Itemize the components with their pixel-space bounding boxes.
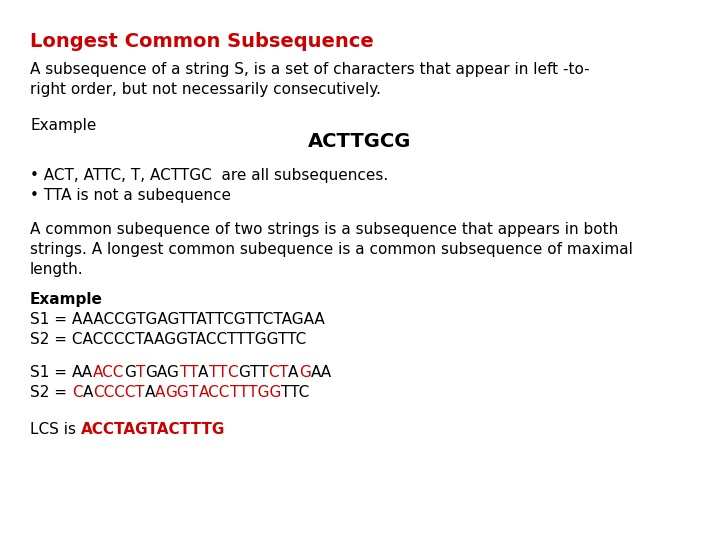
- Text: TTC: TTC: [282, 385, 310, 400]
- Text: G: G: [238, 365, 250, 380]
- Text: T: T: [189, 385, 199, 400]
- Text: A: A: [198, 365, 209, 380]
- Text: A common subequence of two strings is a subsequence that appears in both: A common subequence of two strings is a …: [30, 222, 618, 237]
- Text: T: T: [218, 365, 228, 380]
- Text: S2 = CACCCCTAAGGTACCTTTGGTTC: S2 = CACCCCTAAGGTACCTTTGGTTC: [30, 332, 306, 347]
- Text: ACC: ACC: [199, 385, 230, 400]
- Text: GG: GG: [166, 385, 189, 400]
- Text: S1 = AAACCGTGAGTTATTCGTTCTAGAA: S1 = AAACCGTGAGTTATTCGTTCTAGAA: [30, 312, 325, 327]
- Text: A: A: [155, 385, 166, 400]
- Text: TTTGG: TTTGG: [230, 385, 282, 400]
- Text: S2 =: S2 =: [30, 385, 72, 400]
- Text: S1 =: S1 =: [30, 365, 72, 380]
- Text: • TTA is not a subequence: • TTA is not a subequence: [30, 188, 231, 203]
- Text: Longest Common Subsequence: Longest Common Subsequence: [30, 32, 374, 51]
- Text: A: A: [289, 365, 299, 380]
- Text: TT: TT: [250, 365, 269, 380]
- Text: GAG: GAG: [145, 365, 179, 380]
- Text: ACTTGCG: ACTTGCG: [308, 132, 412, 151]
- Text: T: T: [279, 365, 289, 380]
- Text: ACCTAGTACTTTG: ACCTAGTACTTTG: [81, 422, 225, 437]
- Text: length.: length.: [30, 262, 84, 277]
- Text: A: A: [145, 385, 155, 400]
- Text: right order, but not necessarily consecutively.: right order, but not necessarily consecu…: [30, 82, 381, 97]
- Text: T: T: [179, 365, 189, 380]
- Text: C: C: [228, 365, 238, 380]
- Text: G: G: [299, 365, 310, 380]
- Text: AA: AA: [310, 365, 332, 380]
- Text: T: T: [189, 365, 198, 380]
- Text: AA: AA: [72, 365, 93, 380]
- Text: C: C: [72, 385, 83, 400]
- Text: ACC: ACC: [93, 365, 125, 380]
- Text: CCCC: CCCC: [93, 385, 135, 400]
- Text: G: G: [125, 365, 136, 380]
- Text: LCS is: LCS is: [30, 422, 81, 437]
- Text: T: T: [135, 385, 145, 400]
- Text: • ACT, ATTC, T, ACTTGC  are all subsequences.: • ACT, ATTC, T, ACTTGC are all subsequen…: [30, 168, 388, 183]
- Text: Example: Example: [30, 118, 96, 133]
- Text: T: T: [136, 365, 145, 380]
- Text: T: T: [209, 365, 218, 380]
- Text: A: A: [83, 385, 93, 400]
- Text: C: C: [269, 365, 279, 380]
- Text: Example: Example: [30, 292, 103, 307]
- Text: strings. A longest common subequence is a common subsequence of maximal: strings. A longest common subequence is …: [30, 242, 633, 257]
- Text: A subsequence of a string S, is a set of characters that appear in left -to-: A subsequence of a string S, is a set of…: [30, 62, 590, 77]
